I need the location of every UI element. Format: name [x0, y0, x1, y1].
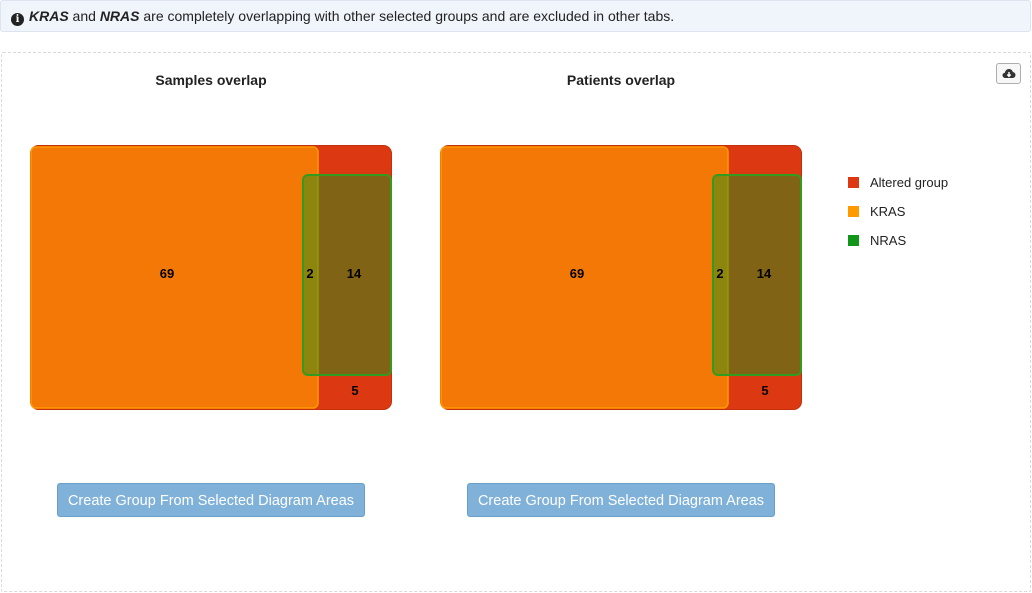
nras-region[interactable]: [712, 174, 802, 376]
legend-label: Altered group: [870, 175, 949, 190]
alert-conjunction: and: [68, 8, 100, 24]
nras-only-count: 14: [757, 266, 772, 281]
legend-swatch: [848, 235, 859, 246]
legend-label: NRAS: [870, 233, 907, 248]
legend-item-altered-group[interactable]: Altered group: [848, 168, 948, 197]
kras-only-count: 69: [570, 266, 584, 281]
overlap-panel: [1, 52, 1031, 592]
patients-overlap-title: Patients overlap: [566, 72, 676, 88]
samples-create-group-button[interactable]: Create Group From Selected Diagram Areas: [57, 483, 365, 517]
altered-only-count: 5: [761, 383, 768, 398]
info-alert: i KRAS and NRAS are completely overlappin…: [0, 0, 1031, 32]
kras-region[interactable]: [440, 146, 729, 409]
alert-gene-nras: NRAS: [99, 8, 140, 24]
samples-venn-diagram: 69 2 14 5: [30, 145, 392, 410]
alert-gene-kras: KRAS: [29, 8, 69, 24]
samples-overlap-title: Samples overlap: [155, 72, 267, 88]
kras-only-count: 69: [160, 266, 174, 281]
legend-item-nras[interactable]: NRAS: [848, 226, 948, 255]
cloud-download-icon: [1002, 69, 1015, 78]
patients-venn-diagram: 69 2 14 5: [440, 145, 802, 410]
patients-create-group-button[interactable]: Create Group From Selected Diagram Areas: [467, 483, 775, 517]
legend-item-kras[interactable]: KRAS: [848, 197, 948, 226]
legend-swatch: [848, 206, 859, 217]
kras-region[interactable]: [30, 146, 319, 409]
legend-swatch: [848, 177, 859, 188]
nras-region[interactable]: [302, 174, 392, 376]
info-circle-icon: i: [11, 13, 24, 26]
legend-label: KRAS: [870, 204, 906, 219]
kras-nras-count: 2: [306, 266, 313, 281]
alert-message: are completely overlapping with other se…: [139, 8, 675, 24]
download-button[interactable]: [996, 63, 1021, 84]
altered-only-count: 5: [351, 383, 358, 398]
legend: Altered group KRAS NRAS: [848, 168, 948, 255]
nras-only-count: 14: [347, 266, 362, 281]
kras-nras-count: 2: [716, 266, 723, 281]
